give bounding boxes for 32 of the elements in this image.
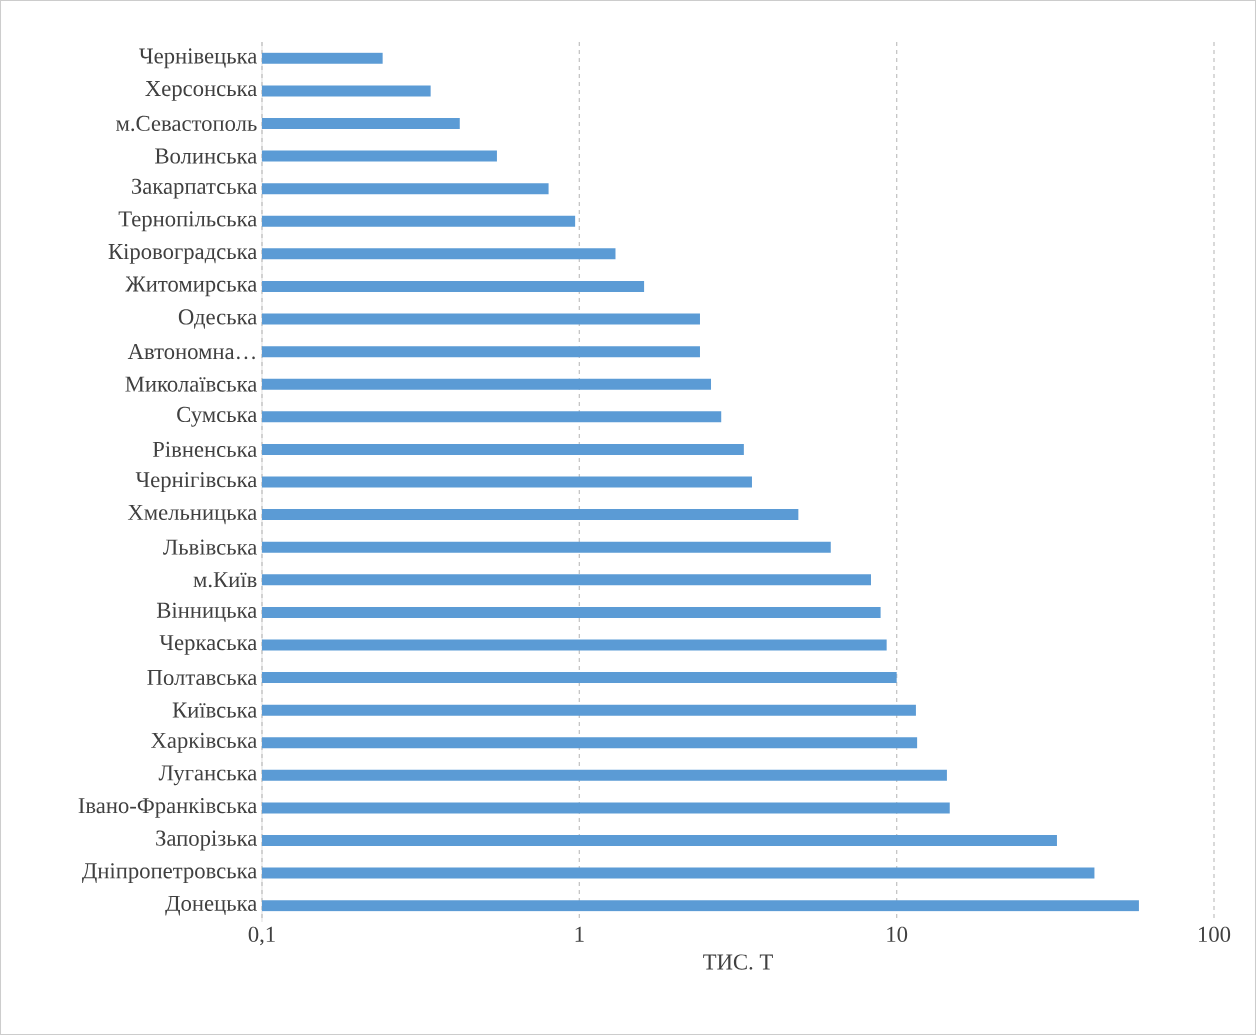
- y-tick-label: Дніпропетровська: [82, 863, 257, 884]
- y-tick-label: Чернігівська: [135, 472, 257, 492]
- y-tick-label: Херсонська: [145, 81, 257, 101]
- y-tick-label: Київська: [172, 702, 257, 718]
- x-tick-label: 100: [1198, 926, 1231, 943]
- y-tick-label: Сумська: [177, 406, 257, 427]
- x-tick-label: 1: [575, 926, 584, 942]
- y-tick-label: Запорізька: [156, 830, 257, 851]
- y-tick-label: м.Севастополь: [116, 115, 257, 132]
- y-tick-label: Черкаська: [159, 635, 257, 655]
- y-tick-label: Автономна…: [127, 343, 255, 360]
- x-axis-title: ТИС. Т: [703, 954, 773, 970]
- y-tick-label: Донецька: [165, 895, 257, 916]
- y-tick-label: Миколаївська: [125, 376, 257, 392]
- y-tick-label: Харківська: [151, 732, 257, 753]
- y-tick-label: Вінницька: [156, 602, 257, 623]
- y-tick-label: Закарпатська: [131, 178, 258, 199]
- y-tick-label: Житомирська: [125, 276, 257, 297]
- y-tick-label: Івано-Франківська: [78, 798, 257, 818]
- y-tick-label: Одеська: [178, 309, 257, 329]
- y-tick-label: Рівненська: [152, 441, 257, 458]
- y-tick-label: Хмельницька: [127, 504, 257, 525]
- y-tick-label: Волинська: [155, 148, 257, 164]
- x-tick-label: 0,1: [248, 926, 275, 946]
- y-tick-label: Луганська: [158, 765, 257, 786]
- y-tick-label: Чернівецька: [139, 48, 257, 69]
- y-tick-label: м.Київ: [193, 572, 257, 588]
- y-tick-label: Тернопільська: [118, 211, 257, 232]
- x-tick-label: 10: [887, 926, 908, 943]
- y-tick-label: Кіровоградська: [108, 243, 257, 264]
- y-tick-label: Львівська: [163, 539, 257, 555]
- y-tick-label: Полтавська: [147, 670, 257, 686]
